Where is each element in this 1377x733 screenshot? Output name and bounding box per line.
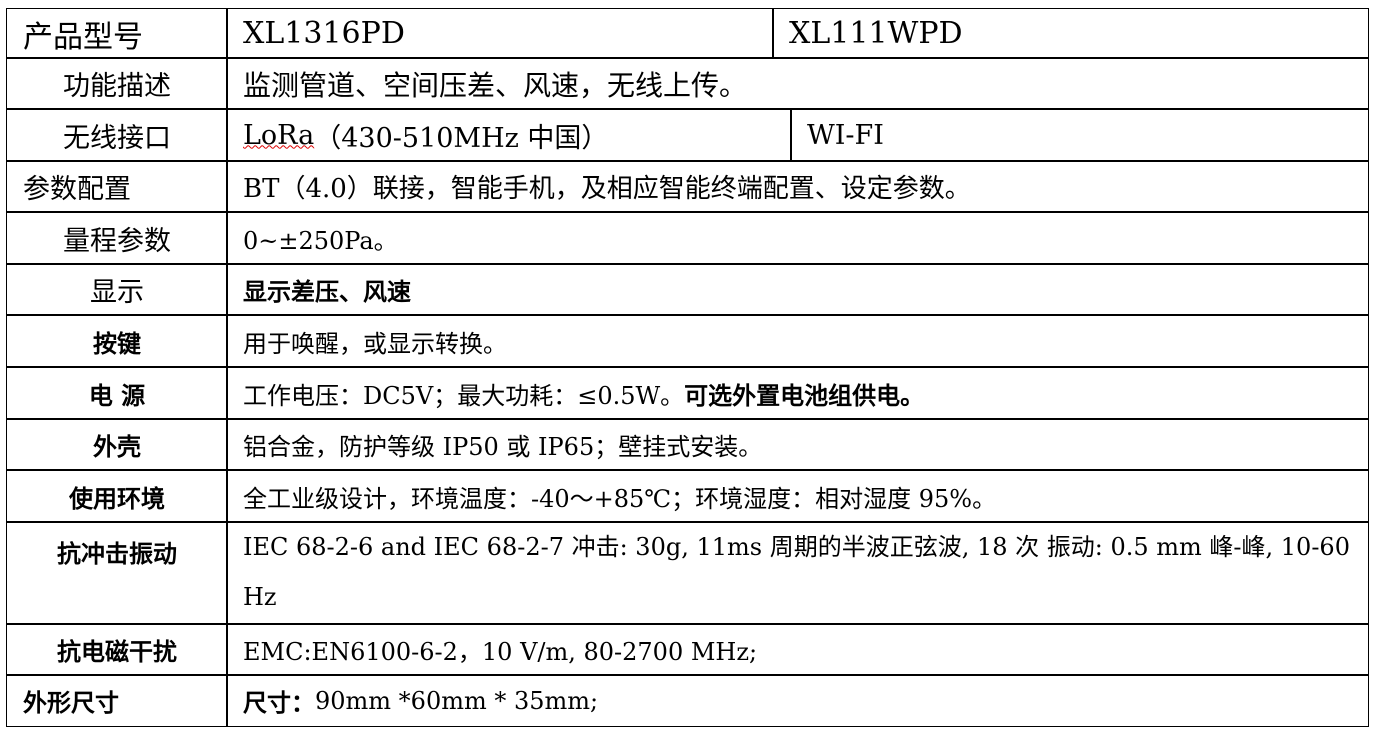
label-environment: 使用环境 bbox=[6, 469, 228, 523]
label-config: 参数配置 bbox=[6, 160, 228, 213]
buttons-value: 用于唤醒，或显示转换。 bbox=[226, 314, 1369, 368]
power-battery-option: 可选外置电池组供电。 bbox=[684, 380, 925, 410]
display-value: 显示差压、风速 bbox=[226, 263, 1369, 316]
power-spec: 工作电压：DC5V；最大功耗：≤0.5W。 bbox=[243, 381, 685, 410]
wireless-lora: LoRa （430-510MHz 中国） bbox=[226, 108, 792, 162]
lora-text: LoRa bbox=[243, 119, 315, 151]
shock-vibration-value: IEC 68-2-6 and IEC 68-2-7 冲击: 30g, 11ms … bbox=[226, 521, 1369, 625]
power-value: 工作电压：DC5V；最大功耗：≤0.5W。 可选外置电池组供电。 bbox=[226, 366, 1369, 420]
dimensions-size: 90mm *60mm * 35mm; bbox=[315, 686, 599, 715]
emc-value: EMC:EN6100-6-2，10 V/m, 80-2700 MHz; bbox=[226, 623, 1369, 676]
label-emc: 抗电磁干扰 bbox=[6, 623, 228, 676]
label-enclosure: 外壳 bbox=[6, 418, 228, 471]
range-value: 0~±250Pa。 bbox=[226, 211, 1369, 265]
model-xl111wpd: XL111WPD bbox=[772, 8, 1369, 59]
label-function: 功能描述 bbox=[6, 57, 228, 110]
environment-value: 全工业级设计，环境温度：-40～+85℃；环境湿度：相对湿度 95%。 bbox=[226, 469, 1369, 523]
wireless-wifi: WI-FI bbox=[790, 108, 1369, 162]
dimensions-value: 尺寸： 90mm *60mm * 35mm; bbox=[226, 674, 1369, 727]
label-display: 显示 bbox=[6, 263, 228, 316]
lora-band: （430-510MHz 中国） bbox=[314, 122, 609, 154]
dimensions-prefix: 尺寸： bbox=[243, 688, 315, 717]
label-shock-vibration: 抗冲击振动 bbox=[6, 521, 228, 625]
function-value: 监测管道、空间压差、风速，无线上传。 bbox=[226, 57, 1369, 110]
label-dimensions: 外形尺寸 bbox=[6, 674, 228, 727]
label-range: 量程参数 bbox=[6, 211, 228, 265]
model-xl1316pd: XL1316PD bbox=[226, 8, 774, 59]
label-power: 电 源 bbox=[6, 366, 228, 420]
enclosure-value: 铝合金，防护等级 IP50 或 IP65；壁挂式安装。 bbox=[226, 418, 1369, 471]
config-value: BT（4.0）联接，智能手机，及相应智能终端配置、设定参数。 bbox=[226, 160, 1369, 213]
label-model: 产品型号 bbox=[6, 8, 228, 59]
label-wireless: 无线接口 bbox=[6, 108, 228, 162]
label-buttons: 按键 bbox=[6, 314, 228, 368]
